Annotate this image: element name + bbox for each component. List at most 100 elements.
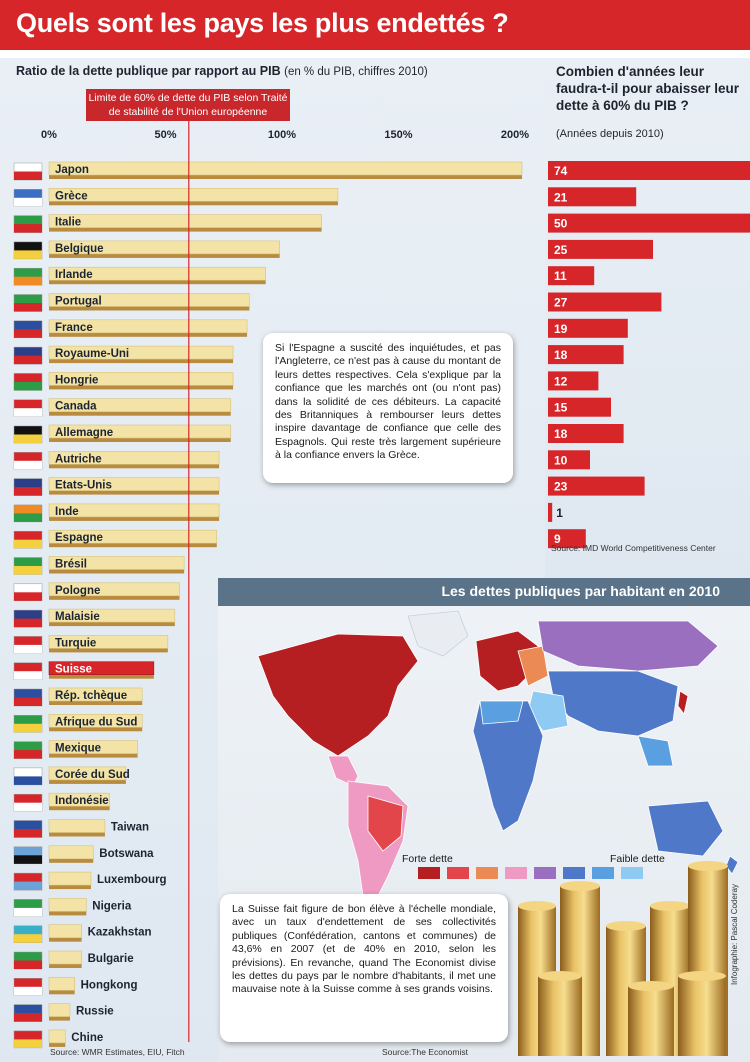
title-bar: Quels sont les pays les plus endettés ?: [0, 0, 750, 50]
bar-label: Afrique du Sud: [55, 716, 137, 728]
debt-chart-source: Source: WMR Estimates, EIU, Fitch: [50, 1047, 185, 1057]
years-value: 50: [554, 217, 568, 231]
bar-shadow: [49, 540, 217, 548]
spain-callout: Si l'Espagne a suscité des inquiétudes, …: [263, 333, 513, 483]
bar-label: Espagne: [55, 532, 103, 544]
legend-swatch: [592, 867, 614, 879]
years-value: 15: [554, 401, 568, 415]
bar: [48, 556, 185, 570]
bar-label: Etats-Unis: [55, 480, 112, 492]
bar-label: Botswana: [99, 848, 154, 860]
bar-shadow: [49, 513, 220, 521]
legend-swatch: [505, 867, 527, 879]
legend-swatch: [418, 867, 440, 879]
bar: [48, 924, 82, 939]
flag-icon: [13, 767, 43, 786]
bar: [48, 819, 106, 833]
flag-icon: [13, 373, 43, 391]
years-chart-source: Source: IMD World Competitiveness Center: [551, 543, 716, 553]
years-bar: [548, 529, 586, 549]
flag-icon: [13, 557, 43, 575]
bar: [48, 950, 82, 965]
map-central-america: [327, 755, 359, 787]
bar-shadow: [49, 408, 231, 416]
years-bar: [548, 239, 653, 259]
bar: [48, 372, 234, 386]
page-title: Quels sont les pays les plus endettés ?: [16, 8, 509, 38]
flag-icon: [13, 346, 43, 365]
years-bar: [548, 266, 595, 286]
flag-icon: [13, 820, 43, 838]
map-legend: [418, 867, 643, 879]
bar-shadow: [49, 829, 105, 837]
bar-label: Indonésie: [55, 795, 109, 807]
bar-shadow: [49, 803, 110, 811]
legend-swatch: [447, 867, 469, 879]
bar-shadow: [49, 382, 234, 390]
flag-icon: [13, 425, 43, 444]
bar-shadow: [49, 487, 220, 495]
bar-shadow: [49, 566, 185, 574]
flag-icon: [13, 636, 43, 654]
map-russia: [537, 620, 719, 672]
bar-shadow: [49, 224, 322, 232]
chart-subtitle: (en % du PIB, chiffres 2010): [284, 66, 428, 78]
bar-shadow: [49, 750, 138, 758]
map-header: Les dettes publiques par habitant en 201…: [218, 578, 750, 606]
bar: [48, 1003, 71, 1017]
bar-label: Russie: [76, 1006, 114, 1018]
coin-stack-8: [678, 971, 726, 1056]
bar-label: Canada: [55, 401, 97, 413]
years-value: 10: [554, 453, 568, 467]
years-bar: [548, 424, 624, 443]
bar-shadow: [49, 172, 522, 179]
bar-label: Hongkong: [81, 979, 138, 991]
bar-label: Nigeria: [92, 900, 132, 912]
flag-icon: [13, 215, 43, 233]
flag-icon: [13, 978, 43, 996]
bar: [48, 450, 220, 465]
bar-shadow: [49, 671, 154, 679]
bar-label: Belgique: [55, 243, 104, 255]
years-chart-subtitle: (Années depuis 2010): [556, 128, 664, 140]
x-tick-label: 0%: [41, 129, 57, 141]
bar: [48, 635, 169, 649]
years-value: 18: [554, 427, 568, 441]
bar-shadow: [49, 250, 280, 258]
bar-shadow: [49, 1039, 66, 1047]
bar-shadow: [49, 619, 175, 627]
flag-icon: [13, 951, 43, 970]
flag-icon: [13, 320, 43, 339]
bar: [48, 293, 250, 307]
bar-shadow: [49, 277, 266, 285]
bar: [48, 188, 339, 202]
coin-stacks-illustration: [518, 861, 728, 1056]
years-bar: [548, 502, 553, 522]
years-value: 19: [554, 322, 568, 336]
legend-swatch: [563, 867, 585, 879]
legend-swatch: [476, 867, 498, 879]
bar-label: Irlande: [55, 269, 93, 281]
bar: [48, 792, 110, 807]
x-tick-label: 200%: [501, 129, 529, 141]
bar-label: Inde: [55, 506, 79, 518]
legend-swatch: [534, 867, 556, 879]
bar: [48, 740, 138, 754]
bar-label: Suisse: [55, 664, 92, 676]
flag-icon: [13, 899, 43, 917]
years-value: 21: [554, 190, 568, 204]
bar: [48, 477, 220, 491]
bar-shadow: [49, 908, 87, 916]
map-source: Source:The Economist: [382, 1047, 468, 1057]
flag-icon: [13, 925, 43, 943]
bar: [48, 345, 234, 360]
bar-label: Kazakhstan: [88, 927, 152, 939]
bar-shadow: [49, 645, 168, 653]
bar-shadow: [49, 435, 231, 442]
map-new-zealand: [725, 855, 739, 875]
bar: [48, 845, 94, 860]
bar-shadow: [49, 882, 91, 890]
bar-shadow: [49, 198, 338, 206]
map-africa: [472, 700, 544, 832]
flag-icon: [13, 1030, 43, 1049]
